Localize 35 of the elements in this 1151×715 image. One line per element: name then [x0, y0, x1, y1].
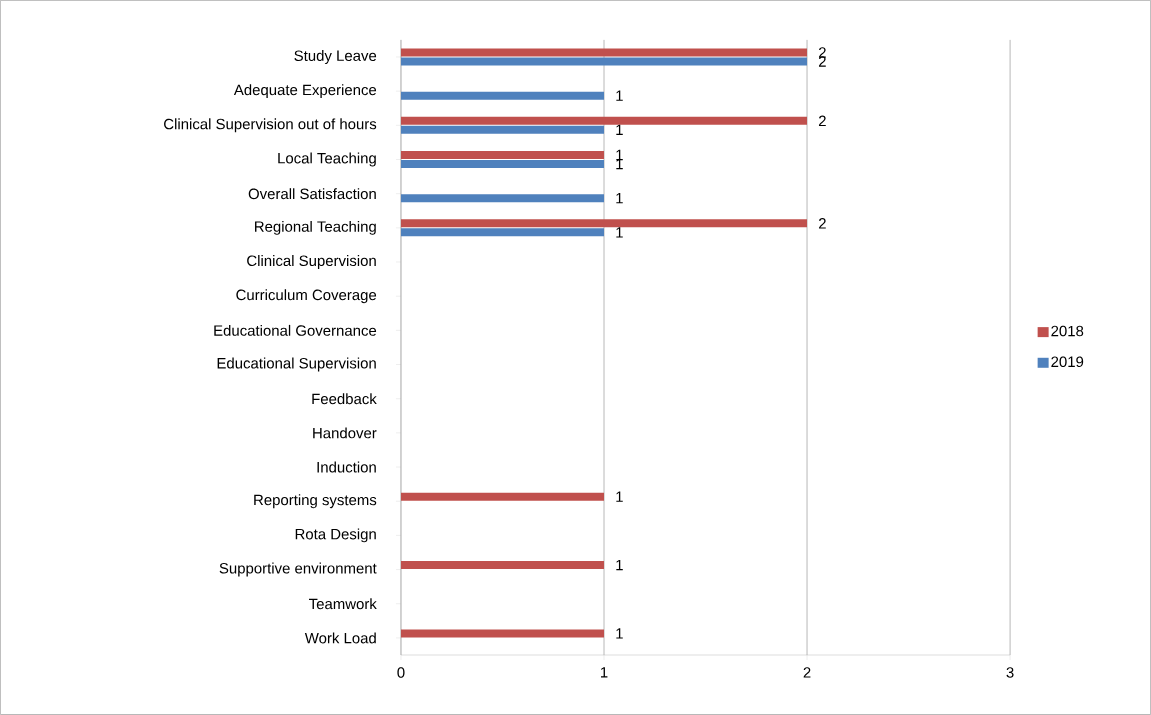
y-tick-label: Educational Governance — [214, 324, 377, 336]
x-tick-label: 2 — [803, 667, 811, 678]
data-label: 1 — [616, 90, 623, 101]
y-tick-label: Educational Supervision — [217, 357, 376, 372]
legend-label: 2018 — [1051, 325, 1084, 337]
data-label: 1 — [616, 491, 623, 502]
data-label: 1 — [616, 227, 623, 238]
y-tick-label: Teamwork — [309, 598, 377, 610]
y-tick-label: Feedback — [312, 393, 377, 405]
y-tick-label: Reporting systems — [254, 494, 377, 509]
data-label: 1 — [616, 124, 623, 136]
y-tick-label: Clinical Supervision — [247, 255, 376, 270]
y-tick-label: Work Load — [304, 632, 376, 644]
y-tick-label: Adequate Experience — [233, 84, 377, 99]
y-tick-label: Induction — [317, 461, 376, 473]
data-label: 1 — [616, 193, 623, 204]
data-label: 1 — [616, 559, 623, 571]
data-label: 1 — [616, 628, 623, 639]
data-label: 2 — [818, 47, 826, 58]
y-tick-label: Regional Teaching — [255, 220, 376, 235]
x-tick-label: 3 — [1006, 667, 1014, 678]
y-tick-label: Clinical Supervision out of hours — [164, 118, 377, 133]
y-tick-label: Local Teaching — [278, 152, 376, 167]
y-tick-label: Curriculum Coverage — [236, 289, 377, 304]
y-tick-label: Study Leave — [294, 50, 377, 64]
y-tick-label: Rota Design — [295, 528, 376, 543]
data-label: 2 — [818, 115, 826, 127]
y-tick-label: Handover — [313, 427, 377, 439]
x-tick-label: 1 — [601, 667, 608, 678]
data-label: 2 — [818, 56, 826, 67]
legend-label: 2019 — [1051, 356, 1084, 368]
x-tick-label: 0 — [397, 667, 405, 678]
data-label: 2 — [818, 218, 826, 229]
y-tick-label: Overall Satisfaction — [248, 188, 376, 200]
y-tick-label: Supportive environment — [219, 562, 377, 577]
